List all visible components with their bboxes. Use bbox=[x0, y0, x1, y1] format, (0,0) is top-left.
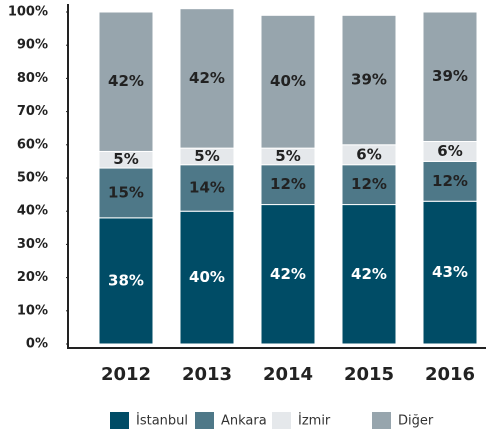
data-label: 40% bbox=[270, 72, 306, 90]
bar-segment bbox=[98, 167, 154, 219]
bar-segment bbox=[260, 14, 316, 149]
data-label: 42% bbox=[270, 265, 306, 283]
x-tick-label: 2012 bbox=[101, 364, 151, 385]
legend-swatch bbox=[195, 412, 214, 429]
data-label: 42% bbox=[351, 265, 387, 283]
bar-segment bbox=[422, 200, 478, 345]
bar-segment bbox=[260, 164, 316, 206]
data-label: 42% bbox=[108, 72, 144, 90]
y-tick-label: 50% bbox=[17, 171, 48, 186]
bar-segment bbox=[179, 210, 235, 345]
legend-swatch bbox=[272, 412, 291, 429]
bar-segment bbox=[422, 160, 478, 202]
bar-segment bbox=[98, 217, 154, 345]
legend-swatch bbox=[110, 412, 129, 429]
x-tick-label: 2013 bbox=[182, 364, 232, 385]
legend-swatch bbox=[372, 412, 391, 429]
y-tick-label: 0% bbox=[26, 337, 48, 352]
bar-segment bbox=[341, 14, 397, 146]
bar-segment bbox=[260, 204, 316, 345]
data-label: 38% bbox=[108, 271, 144, 289]
legend-label: Ankara bbox=[221, 414, 267, 429]
x-tick-label: 2014 bbox=[263, 364, 313, 385]
x-tick-label: 2016 bbox=[425, 364, 475, 385]
data-label: 5% bbox=[113, 150, 138, 168]
legend-label: Diğer bbox=[398, 414, 434, 429]
data-label: 5% bbox=[275, 147, 300, 165]
data-label: 15% bbox=[108, 183, 144, 201]
data-label: 39% bbox=[432, 67, 468, 85]
data-label: 6% bbox=[356, 145, 381, 163]
data-label: 39% bbox=[351, 71, 387, 89]
bar-segment bbox=[422, 11, 478, 142]
data-label: 12% bbox=[432, 172, 468, 190]
bar-segment bbox=[179, 164, 235, 212]
data-label: 14% bbox=[189, 178, 225, 196]
y-tick-label: 60% bbox=[17, 137, 48, 152]
bar-segment bbox=[179, 8, 235, 149]
data-label: 40% bbox=[189, 268, 225, 286]
y-tick-label: 100% bbox=[8, 5, 48, 20]
y-tick-label: 10% bbox=[17, 303, 48, 318]
data-label: 42% bbox=[189, 69, 225, 87]
y-tick-label: 30% bbox=[17, 237, 48, 252]
y-tick-label: 80% bbox=[17, 71, 48, 86]
x-tick-label: 2015 bbox=[344, 364, 394, 385]
y-tick-label: 40% bbox=[17, 204, 48, 219]
data-label: 5% bbox=[194, 147, 219, 165]
y-tick-label: 70% bbox=[17, 104, 48, 119]
y-tick-label: 90% bbox=[17, 38, 48, 53]
data-label: 12% bbox=[351, 175, 387, 193]
data-label: 43% bbox=[432, 263, 468, 281]
data-label: 6% bbox=[437, 142, 462, 160]
data-label: 12% bbox=[270, 175, 306, 193]
bar-segment bbox=[98, 11, 154, 152]
bar-segment bbox=[341, 164, 397, 206]
bar-segment bbox=[341, 204, 397, 345]
y-tick-label: 20% bbox=[17, 270, 48, 285]
legend-label: İstanbul bbox=[136, 413, 188, 429]
legend-label: İzmir bbox=[298, 413, 331, 429]
